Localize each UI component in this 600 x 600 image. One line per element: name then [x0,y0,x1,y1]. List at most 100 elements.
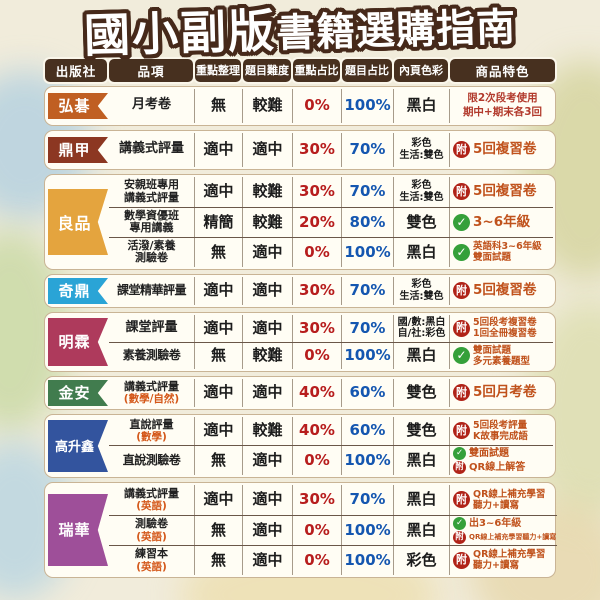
difficulty-cell: 適中 [243,314,293,342]
page-color-cell: 彩色 生活:雙色 [394,276,450,305]
item-cell: 素養測驗卷 [109,342,195,369]
key-percent-cell: 0% [293,237,342,267]
feature-cell: 附 QR線上補充學習 聽力+讀寫 [450,546,557,575]
page-color-cell: 黑白 [394,237,450,267]
attach-badge-icon: 附 [453,141,470,159]
item-cell: 課堂精華評量 [109,276,195,305]
summary-cell: 無 [195,88,243,123]
table-row: 直說評量 (數學) 適中 較難 40% 60% 雙色 附 5回段考評量 K故事完成語 [109,416,553,445]
item-cell: 直說測驗卷 [109,445,195,475]
item-cell: 講義式評量 [109,132,195,167]
table-row: 練習本 (英語) 無 適中 0% 100% 彩色 附 QR線上補充學習 聽力+讀寫 [109,544,558,575]
item-cell: 直說評量 (數學) [109,416,195,445]
table-row: 測驗卷 (英語) 無 適中 0% 100% 黑白 ✓ 出3~6年級 附 QR線上補充學… [109,514,558,545]
difficulty-cell: 較難 [243,176,293,207]
summary-cell: 適中 [195,276,243,305]
page-color-cell: 黑白 [394,88,450,123]
question-percent-cell: 80% [342,207,394,237]
summary-cell: 適中 [195,314,243,342]
difficulty-cell: 適中 [243,237,293,267]
attach-badge-icon: 附 [453,183,470,201]
difficulty-cell: 適中 [243,515,293,545]
table-row: 直說測驗卷 無 適中 0% 100% 黑白 ✓ 雙面試題 附 QR線上解答 [109,444,553,475]
key-percent-cell: 0% [293,515,342,545]
item-cell: 講義式評量 (數學/自然) [109,378,195,407]
attach-badge-icon: 附 [453,422,470,440]
question-percent-cell: 70% [342,276,394,305]
publisher-card-dingjia: 鼎甲 講義式評量 適中 適中 30% 70% 彩色 生活:雙色 附 5回複習卷 [44,129,556,170]
key-percent-cell: 40% [293,416,342,445]
check-icon: ✓ [453,516,466,530]
feature-cell: 附 5回複習卷 [450,277,553,305]
difficulty-cell: 適中 [243,445,293,475]
feature-cell: ✓ 3~6年級 [450,208,553,237]
difficulty-cell: 適中 [243,378,293,407]
page-title: 國小副版書籍選購指南 [0,0,600,63]
key-percent-cell: 0% [293,342,342,369]
publisher-ribbon: 鼎甲 [48,136,108,163]
table-row: 數學資優班 專用講義 精簡 較難 20% 80% 雙色 ✓ 3~6年級 [109,206,553,237]
difficulty-cell: 較難 [243,88,293,123]
difficulty-cell: 適中 [243,132,293,167]
publisher-card-hongqi: 弘碁 月考卷 無 較難 0% 100% 黑白 限2次段考使用 期中+期末各3回 [44,85,556,126]
table-row: 活潑/素養 測驗卷 無 適中 0% 100% 黑白 ✓ 英語科3~6年級 雙面試題 [109,236,553,267]
check-icon: ✓ [453,446,466,460]
feature-cell: 限2次段考使用 期中+期末各3回 [462,92,543,118]
page-color-cell: 雙色 [394,207,450,237]
page-color-cell: 彩色 生活:雙色 [394,132,450,167]
difficulty-cell: 適中 [243,484,293,515]
summary-cell: 精簡 [195,207,243,237]
column-header-features: 商品特色 [450,58,555,82]
publisher-card-minglin: 明霖 課堂評量 適中 適中 30% 70% 國/數:黑白 自/社:彩色 附 5回段… [44,311,556,372]
key-percent-cell: 30% [293,276,342,305]
publisher-card-qiding: 奇鼎 課堂精華評量 適中 適中 30% 70% 彩色 生活:雙色 附 5回複習卷 [44,273,556,308]
feature-cell: ✓ 雙面試題 附 QR線上解答 [450,446,553,475]
attach-badge-icon: 附 [453,384,470,402]
key-percent-cell: 40% [293,378,342,407]
publisher-card-liangpin: 良品 安親班專用 講義式評量 適中 較難 30% 70% 彩色 生活:雙色 附 5回複… [44,173,556,270]
difficulty-cell: 適中 [243,276,293,305]
item-cell: 課堂評量 [109,314,195,342]
attach-badge-icon: 附 [453,282,470,300]
table-row: 講義式評量 (數學/自然) 適中 適中 40% 60% 雙色 附 5回月考卷 [109,378,553,407]
difficulty-cell: 較難 [243,342,293,369]
publisher-card-jinan: 金安 講義式評量 (數學/自然) 適中 適中 40% 60% 雙色 附 5回月考卷 [44,375,556,410]
publisher-ribbon: 明霖 [48,317,108,366]
table-header-row: 出版社 品項 重點整理 題目難度 重點占比 題目占比 內頁色彩 商品特色 [44,58,556,82]
table-row: 月考卷 無 較難 0% 100% 黑白 限2次段考使用 期中+期末各3回 [109,88,553,123]
key-percent-cell: 0% [293,545,342,575]
column-header-question-pct: 題目占比 [342,58,392,82]
question-percent-cell: 100% [342,88,394,123]
attach-badge-icon: 附 [453,460,466,474]
item-cell: 講義式評量 (英語) [109,484,195,515]
table-row: 安親班專用 講義式評量 適中 較難 30% 70% 彩色 生活:雙色 附 5回複習卷 [109,176,553,207]
summary-cell: 適中 [195,378,243,407]
feature-cell: 附 QR線上補充學習 聽力+讀寫 [450,485,557,515]
page-color-cell: 彩色 生活:雙色 [394,176,450,207]
key-percent-cell: 0% [293,88,342,123]
question-percent-cell: 100% [342,545,394,575]
key-percent-cell: 30% [293,176,342,207]
feature-cell: 附 5回複習卷 [450,177,553,207]
page-title-part2: 書籍選購指南 [275,5,517,57]
feature-cell: 附 5回段考評量 K故事完成語 [450,417,553,445]
key-percent-cell: 30% [293,132,342,167]
page-color-cell: 雙色 [394,416,450,445]
page-color-cell: 彩色 [394,545,450,575]
page-color-cell: 黑白 [394,445,450,475]
question-percent-cell: 70% [342,132,394,167]
key-percent-cell: 30% [293,484,342,515]
key-percent-cell: 0% [293,445,342,475]
item-cell: 數學資優班 專用講義 [109,207,195,237]
difficulty-cell: 較難 [243,416,293,445]
item-cell: 月考卷 [109,88,195,123]
question-percent-cell: 100% [342,237,394,267]
question-percent-cell: 70% [342,314,394,342]
column-header-item: 品項 [109,58,193,82]
page-color-cell: 黑白 [394,484,450,515]
item-cell: 測驗卷 (英語) [109,515,195,545]
page-title-part1: 國小副版 [83,3,277,63]
check-icon: ✓ [453,243,470,261]
summary-cell: 適中 [195,132,243,167]
page-color-cell: 黑白 [394,515,450,545]
